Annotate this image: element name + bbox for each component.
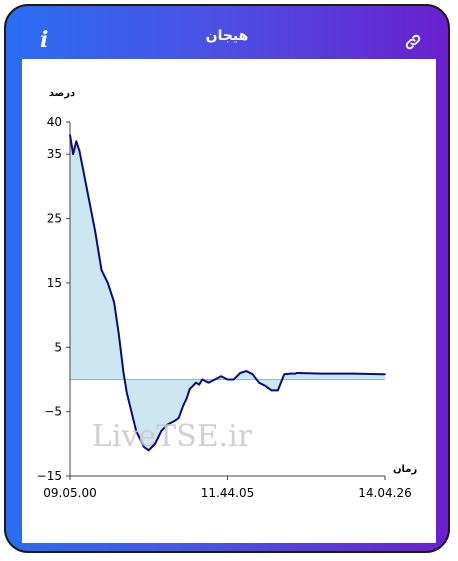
- x-axis-title: زمان: [393, 464, 417, 475]
- data-point: [233, 378, 235, 381]
- x-tick-label: 14.04.26: [358, 486, 411, 500]
- link-icon[interactable]: [404, 33, 422, 51]
- y-tick-label: −5: [44, 405, 62, 419]
- y-axis-title: درصد: [49, 88, 75, 99]
- data-point: [154, 443, 156, 445]
- page-title: هیجان: [205, 28, 249, 44]
- chart-card: i هیجان −15 −5 5 15 25 35 40 09.05.00 11.44.05 14…: [4, 4, 450, 553]
- data-point: [188, 388, 191, 390]
- data-point: [125, 391, 128, 394]
- data-point: [138, 436, 141, 439]
- data-point: [192, 385, 194, 387]
- data-point: [384, 373, 386, 376]
- data-point: [113, 301, 115, 304]
- data-point: [245, 370, 248, 372]
- data-point: [88, 198, 90, 201]
- data-point: [173, 420, 175, 423]
- y-tick-label: 5: [54, 340, 62, 354]
- series-area: [70, 134, 385, 451]
- data-point: [75, 140, 78, 143]
- data-point: [226, 378, 229, 381]
- y-tick-label: −15: [37, 469, 62, 483]
- data-point: [289, 372, 292, 375]
- data-point: [251, 373, 254, 376]
- emotion-chart: −15 −5 5 15 25 35 40 09.05.00 11.44.05 14.04.26 در…: [37, 88, 418, 500]
- x-tick-label: 11.44.05: [201, 486, 254, 500]
- data-point: [258, 381, 260, 384]
- data-point: [132, 417, 134, 419]
- y-tick-label: 40: [47, 115, 62, 129]
- data-point: [69, 134, 71, 136]
- data-point: [239, 372, 241, 374]
- watermark: LiveTSE.ir: [92, 419, 253, 454]
- data-point: [177, 417, 180, 419]
- data-point: [118, 333, 120, 336]
- data-point: [214, 378, 216, 381]
- data-point: [81, 166, 84, 168]
- y-tick-label: 15: [47, 276, 62, 290]
- data-point: [270, 389, 273, 392]
- data-point: [195, 381, 197, 384]
- data-point: [143, 446, 145, 448]
- chart-panel: −15 −5 5 15 25 35 40 09.05.00 11.44.05 14.04.26 در…: [22, 59, 436, 543]
- data-point: [277, 389, 279, 392]
- y-tick-label: 35: [47, 147, 62, 161]
- data-point: [321, 372, 323, 375]
- data-point: [72, 153, 74, 155]
- data-point: [198, 383, 200, 386]
- y-tick-label: 25: [47, 212, 62, 226]
- data-point: [135, 430, 137, 432]
- data-point: [129, 404, 131, 407]
- data-point: [107, 282, 109, 284]
- data-point: [182, 404, 185, 407]
- data-point: [201, 378, 204, 381]
- data-point: [122, 372, 125, 374]
- data-point: [296, 372, 299, 374]
- series-line: [69, 134, 386, 452]
- data-point: [147, 449, 150, 452]
- data-point: [283, 373, 286, 376]
- data-point: [207, 381, 210, 384]
- x-tick-label: 09.05.00: [43, 486, 96, 500]
- data-point: [166, 423, 169, 426]
- info-icon[interactable]: i: [40, 27, 49, 53]
- data-point: [220, 375, 222, 378]
- data-point: [352, 372, 355, 375]
- data-point: [100, 269, 103, 271]
- data-point: [294, 372, 297, 375]
- data-point: [185, 397, 188, 400]
- data-point: [94, 230, 96, 233]
- data-point: [264, 385, 267, 387]
- data-point: [78, 150, 81, 152]
- data-point: [160, 430, 163, 432]
